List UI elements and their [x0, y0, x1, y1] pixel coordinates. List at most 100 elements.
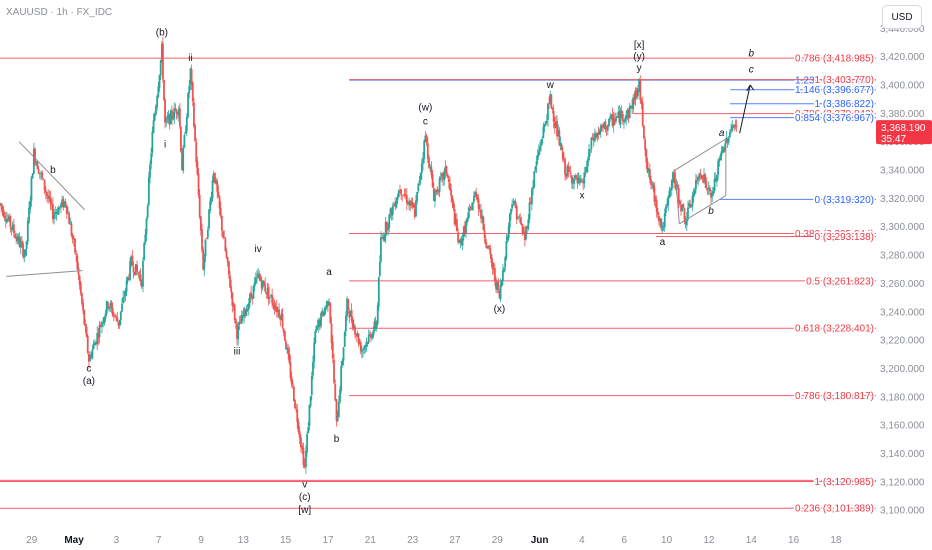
- candle-body: [163, 79, 165, 100]
- candle-body: [249, 293, 251, 304]
- candle-body: [31, 173, 34, 179]
- candle-body: [389, 208, 392, 215]
- candle-body: [193, 102, 195, 127]
- candle-body: [354, 326, 356, 335]
- candle-body: [470, 208, 473, 210]
- candle-body: [1, 206, 4, 210]
- candle-body: [684, 222, 687, 225]
- candle-body: [700, 175, 703, 180]
- wave-labels: (b)iiibc(a)iviiiabv(c)[w](w)c(x)wx[x](y)…: [50, 27, 754, 516]
- candle-body: [175, 109, 178, 114]
- candle-body: [316, 325, 319, 328]
- candle-body: [409, 200, 412, 206]
- candle-body: [674, 181, 677, 189]
- candle-body: [653, 186, 656, 202]
- candle-body: [208, 209, 210, 229]
- candle-body: [365, 341, 368, 347]
- candle-body: [254, 277, 257, 283]
- wave-label: iii: [234, 346, 241, 357]
- candle-body: [217, 191, 220, 197]
- candle-body: [350, 309, 353, 321]
- candle-body: [489, 248, 492, 255]
- y-tick-label: 3,160.000: [880, 421, 925, 432]
- candle-body: [258, 274, 261, 278]
- candle-body: [220, 216, 223, 231]
- candle-body: [471, 202, 474, 211]
- candle-body: [400, 189, 403, 195]
- candle-body: [15, 237, 18, 240]
- candle-body: [90, 355, 93, 358]
- candle-body: [10, 227, 13, 230]
- candle-body: [681, 204, 684, 212]
- candle-body: [314, 331, 317, 344]
- candle-body: [545, 120, 548, 123]
- candle-body: [613, 118, 616, 122]
- candle-body: [279, 316, 282, 321]
- currency-button[interactable]: USD: [882, 5, 922, 29]
- candle-body: [670, 180, 673, 190]
- wave-label: [w]: [298, 505, 311, 516]
- candle-body: [317, 319, 320, 328]
- candle-body: [196, 161, 199, 175]
- candle-body: [347, 299, 350, 311]
- candle-body: [302, 448, 305, 466]
- candle-body: [229, 275, 231, 288]
- candle-body: [714, 177, 717, 181]
- candle-body: [731, 125, 734, 131]
- candle-body: [119, 311, 122, 321]
- candle-body: [127, 277, 130, 279]
- candle-body: [91, 349, 94, 358]
- candle-body: [222, 231, 224, 238]
- candle-body: [246, 308, 249, 311]
- candle-body: [533, 171, 536, 188]
- candle-body: [543, 124, 546, 128]
- candle-body: [315, 326, 318, 331]
- candle-body: [551, 108, 554, 110]
- candle-body: [178, 108, 181, 127]
- x-tick-label: 17: [322, 535, 334, 546]
- candle-body: [266, 288, 269, 295]
- wave-label: x: [579, 190, 584, 201]
- candle-body: [147, 177, 150, 205]
- candle-body: [605, 128, 608, 130]
- candle-body: [24, 249, 27, 255]
- candle-body: [67, 213, 69, 214]
- candle-body: [724, 143, 727, 152]
- candle-body: [324, 307, 327, 310]
- candle-body: [585, 166, 588, 172]
- candle-body: [405, 194, 408, 204]
- candle-body: [555, 121, 557, 128]
- fib-levels: 0.786 (3,418.985) 1.236 (3,403.460)1 (3,4…: [0, 52, 876, 516]
- candle-body: [395, 200, 398, 208]
- candle-body: [185, 117, 188, 132]
- candle-body: [283, 331, 286, 341]
- candle-body: [343, 332, 346, 347]
- candle-body: [52, 204, 54, 220]
- arrow-head-icon: [746, 84, 755, 92]
- candle-body: [288, 353, 291, 363]
- candle-body: [666, 203, 668, 207]
- candle-body: [483, 230, 486, 238]
- candle-body: [582, 182, 585, 184]
- last-price-value: 3,368.190: [881, 123, 926, 134]
- candle-body: [117, 321, 120, 326]
- candle-body: [726, 138, 729, 144]
- candle-body: [285, 341, 287, 350]
- candle-body: [441, 173, 443, 177]
- x-tick-label: 21: [365, 535, 377, 546]
- candle-body: [55, 212, 58, 214]
- candle-body: [388, 214, 391, 228]
- candle-body: [539, 146, 541, 151]
- candle-body: [180, 126, 182, 152]
- candle-body: [596, 133, 599, 138]
- candle-body: [526, 226, 529, 229]
- candle-body: [36, 161, 39, 170]
- candle-body: [359, 342, 362, 352]
- candle-body: [530, 189, 533, 205]
- candle-body: [669, 188, 672, 191]
- candle-body: [641, 102, 644, 126]
- candle-body: [598, 130, 601, 135]
- candle-body: [240, 314, 243, 324]
- x-tick-label: 6: [622, 535, 628, 546]
